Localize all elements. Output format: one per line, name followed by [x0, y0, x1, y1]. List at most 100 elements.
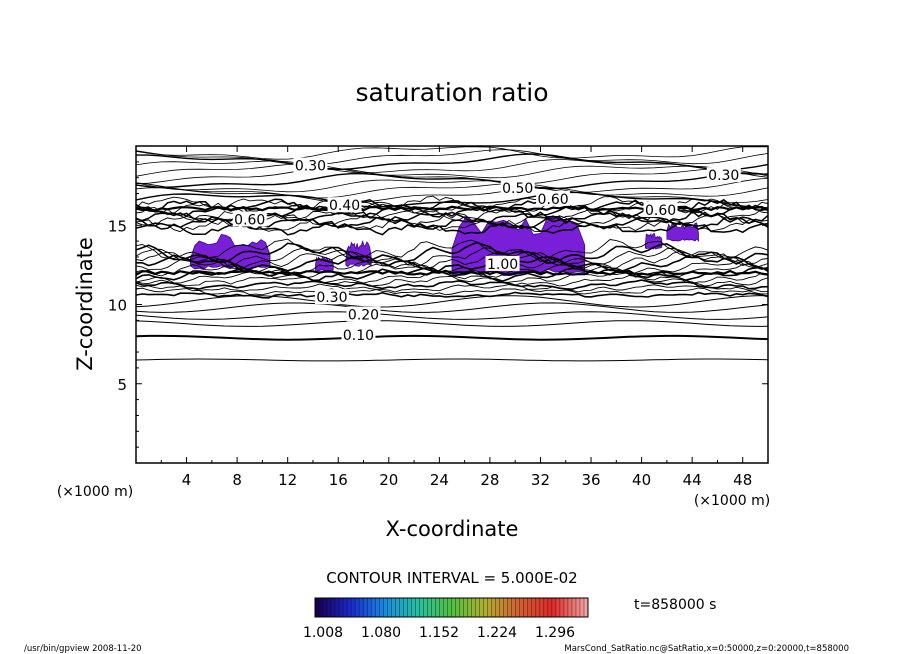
colorbar-segment — [463, 598, 468, 617]
contour-label-bg — [500, 179, 535, 195]
x-tick-label: 20 — [379, 471, 398, 489]
colorbar-segment — [439, 598, 444, 617]
contour-line — [135, 172, 769, 190]
contour-lines-layer — [135, 146, 769, 362]
x-axis-label: X-coordinate — [386, 517, 519, 541]
colorbar-segment — [319, 598, 324, 617]
colorbar-segment — [559, 598, 565, 617]
colorbar-segment — [579, 598, 585, 617]
colorbar-segment — [491, 598, 496, 617]
colorbar-segment — [351, 598, 356, 617]
y-axis-ticks: 5 10 15 — [108, 161, 768, 448]
colorbar-segment — [435, 598, 440, 617]
colorbar-segment — [571, 598, 577, 617]
colorbar-segment — [371, 598, 376, 617]
colorbar-segment — [527, 598, 533, 617]
contour-line — [135, 182, 769, 199]
contour-line — [135, 334, 769, 341]
x-tick-label: 16 — [329, 471, 348, 489]
colorbar-segment — [359, 598, 364, 617]
x-tick-label: 28 — [480, 471, 499, 489]
colorbar-segment — [443, 598, 448, 617]
colorbar-segment — [503, 598, 508, 617]
colorbar-segment — [331, 598, 336, 617]
footer-right: MarsCond_SatRatio.nc@SatRatio,x=0:50000,… — [564, 644, 849, 654]
colorbar-segment — [483, 598, 488, 617]
colorbar-segment — [447, 598, 452, 617]
x-tick-label: 36 — [581, 471, 600, 489]
contour-label: 0.30 — [316, 290, 347, 306]
colorbar-segment — [415, 598, 420, 617]
colorbar-segment — [399, 598, 404, 617]
colorbar-segment — [367, 598, 372, 617]
x-tick-label: 48 — [733, 471, 752, 489]
contour-label: 0.60 — [538, 192, 569, 208]
x-tick-label: 32 — [531, 471, 550, 489]
contour-line — [135, 287, 768, 296]
contour-line — [135, 177, 769, 193]
colorbar-tick-label: 1.296 — [535, 625, 575, 641]
contour-line — [135, 186, 769, 204]
colorbar-segment — [475, 598, 480, 617]
contour-line — [135, 149, 769, 166]
contour-line — [135, 258, 769, 275]
colorbar-segment — [467, 598, 472, 617]
x-unit-left: (×1000 m) — [57, 484, 133, 500]
colorbar-tick-label: 1.224 — [477, 625, 517, 641]
colorbar-segment — [347, 598, 352, 617]
contour-label: 1.00 — [487, 257, 518, 273]
contour-line — [135, 238, 769, 262]
contour-line — [135, 320, 769, 327]
x-tick-label: 44 — [683, 471, 702, 489]
contour-labels-layer: 0.300.300.400.500.600.600.600.300.200.10… — [232, 157, 741, 344]
colorbar-segment — [387, 598, 392, 617]
colorbar-segment — [499, 598, 504, 617]
supersaturated-region — [666, 222, 699, 242]
colorbar-segment — [563, 598, 569, 617]
contour-label-bg — [485, 255, 520, 271]
contour-line — [135, 283, 769, 293]
contour-line — [135, 191, 769, 209]
contour-label: 0.60 — [645, 203, 676, 219]
contour-line — [135, 163, 769, 179]
time-label: t=858000 s — [634, 597, 716, 613]
colorbar-segment — [515, 598, 521, 617]
contour-label-bg — [341, 327, 376, 343]
colorbar-segment — [575, 598, 581, 617]
contour-label: 0.20 — [348, 308, 379, 324]
colorbar-segment — [507, 598, 513, 617]
colorbar-segment — [535, 598, 541, 617]
colorbar-segment — [431, 598, 436, 617]
x-tick-label: 8 — [232, 471, 242, 489]
colorbar-tick-label: 1.008 — [303, 625, 343, 641]
contour-label: 0.10 — [343, 328, 374, 344]
colorbar-segment — [395, 598, 400, 617]
colorbar-segment — [531, 598, 537, 617]
colorbar-segment — [391, 598, 396, 617]
contour-line — [135, 295, 769, 308]
colorbar-segment — [323, 598, 328, 617]
colorbar — [314, 597, 589, 618]
colorbar-segment — [363, 598, 368, 617]
contour-line — [135, 279, 769, 291]
plot-area: 0.300.300.400.500.600.600.600.300.200.10… — [135, 145, 769, 464]
contour-line — [135, 241, 769, 265]
contour-label-bg — [327, 197, 362, 213]
colorbar-segment — [551, 598, 557, 617]
colorbar-segment — [379, 598, 384, 617]
y-tick-label: 15 — [108, 217, 127, 235]
colorbar-segment — [343, 598, 348, 617]
colorbar-segment — [547, 598, 553, 617]
colorbar-segment — [427, 598, 432, 617]
contour-line — [135, 159, 769, 175]
colorbar-segment — [583, 598, 589, 617]
colorbar-segment — [383, 598, 388, 617]
contour-label-bg — [536, 190, 571, 206]
contour-line — [135, 167, 769, 185]
chart-title: saturation ratio — [355, 78, 548, 107]
colorbar-tick-labels: 1.008 1.080 1.152 1.224 1.296 — [303, 625, 575, 641]
x-tick-label: 12 — [278, 471, 297, 489]
colorbar-segment — [519, 598, 525, 617]
contour-line — [135, 269, 769, 276]
